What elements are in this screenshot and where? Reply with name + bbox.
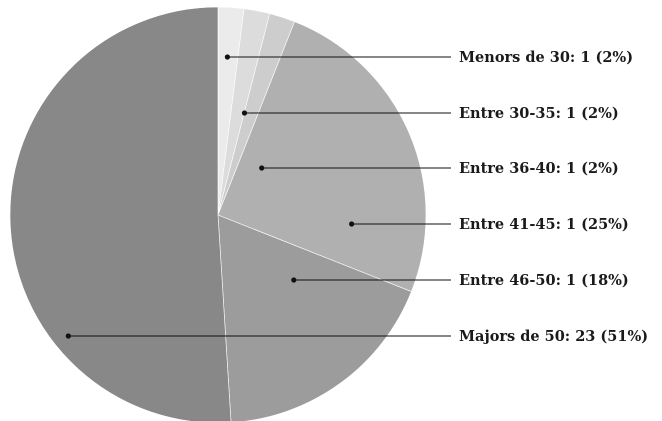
slice-label-30-35: Entre 30-35: 1 (2%) (459, 105, 619, 122)
pie-slices (9, 6, 427, 421)
slice-label-menors-30: Menors de 30: 1 (2%) (459, 49, 633, 66)
slice-labels: Menors de 30: 1 (2%) Entre 30-35: 1 (2%)… (459, 49, 648, 345)
slice-label-46-50: Entre 46-50: 1 (18%) (459, 272, 629, 289)
slice-label-36-40: Entre 36-40: 1 (2%) (459, 160, 619, 177)
slice-label-41-45: Entre 41-45: 1 (25%) (459, 216, 629, 233)
pie-slice-majors-50 (9, 6, 232, 421)
leader-lines (65, 54, 451, 339)
pie-slice-46-50 (217, 214, 412, 421)
slice-label-majors-50: Majors de 50: 23 (51%) (459, 328, 648, 345)
